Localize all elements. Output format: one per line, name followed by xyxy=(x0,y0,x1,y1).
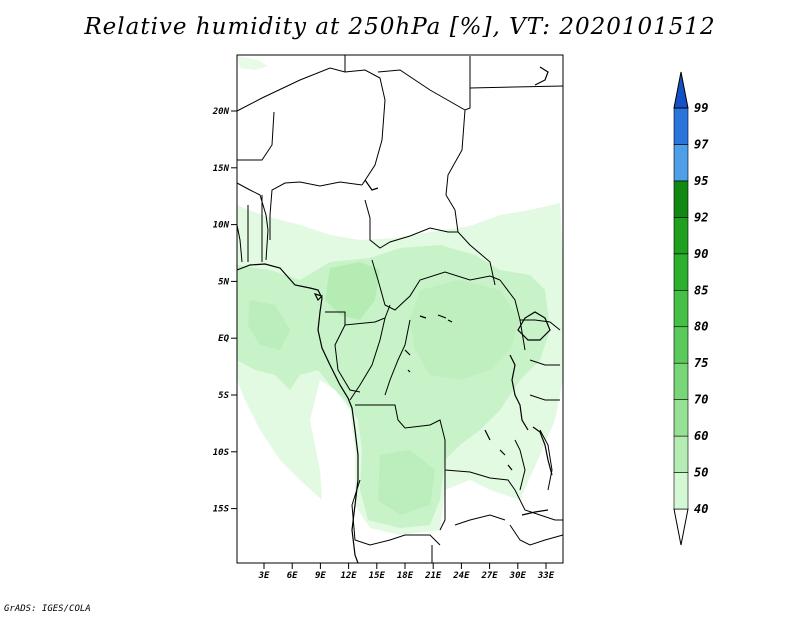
lon-label: 21E xyxy=(424,571,442,581)
lat-label: 15N xyxy=(213,164,230,174)
lat-label: 10N xyxy=(213,221,230,231)
lon-label: 12E xyxy=(340,571,357,581)
colorbar-label: 70 xyxy=(694,393,708,407)
lon-label: 33E xyxy=(537,571,555,581)
colorbar-label: 97 xyxy=(694,137,709,151)
colorbar-segment xyxy=(673,144,689,182)
colorbar-upper-arrow xyxy=(673,71,689,109)
map-title: Relative humidity at 250hPa [%], VT: 202… xyxy=(84,14,716,40)
lon-label: 30E xyxy=(509,571,527,581)
lat-label: EQ xyxy=(218,334,229,344)
lon-label: 6E xyxy=(287,571,298,581)
lat-label: 20N xyxy=(212,107,230,117)
colorbar-segment xyxy=(673,253,689,291)
longitude-axis: 3E 6E 9E 12E 15E 18E 21E 24E 27E 30E 33E xyxy=(258,563,555,581)
lon-label: 15E xyxy=(369,571,386,581)
lon-label: 3E xyxy=(258,571,270,581)
colorbar-segment xyxy=(673,289,689,328)
latitude-axis: 20N 15N 10N 5N EQ 5S 10S 15S xyxy=(212,107,237,515)
colorbar-segment xyxy=(673,399,689,437)
colorbar-label: 40 xyxy=(694,502,708,516)
lat-label: 15S xyxy=(213,505,230,515)
colorbar-label: 85 xyxy=(694,283,708,297)
colorbar-label: 92 xyxy=(694,210,708,224)
colorbar-segment xyxy=(673,326,689,364)
grads-credit: GrADS: IGES/COLA xyxy=(4,604,91,614)
lat-label: 5N xyxy=(218,277,229,287)
map-frame xyxy=(236,54,564,564)
colorbar-segment xyxy=(673,435,689,473)
colorbar-label: 60 xyxy=(694,429,708,443)
humidity-shading xyxy=(237,56,563,535)
colorbar-lower-arrow xyxy=(673,508,689,546)
colorbar-segment xyxy=(673,180,689,218)
colorbar-segment xyxy=(673,362,689,400)
colorbar-label: 99 xyxy=(694,101,708,115)
colorbar-segment xyxy=(673,217,689,255)
country-borders xyxy=(236,55,564,563)
coastlines xyxy=(236,66,553,564)
lat-label: 10S xyxy=(213,448,230,458)
colorbar: 40 50 60 70 75 80 85 90 92 95 97 99 xyxy=(673,71,709,546)
colorbar-label: 75 xyxy=(694,356,708,370)
colorbar-label: 50 xyxy=(694,466,708,480)
colorbar-label: 80 xyxy=(694,320,708,334)
lon-label: 9E xyxy=(315,571,326,581)
lon-label: 24E xyxy=(452,571,470,581)
colorbar-segment xyxy=(673,107,689,145)
colorbar-label: 90 xyxy=(694,247,708,261)
colorbar-segment xyxy=(673,472,689,510)
lat-label: 5S xyxy=(218,391,229,401)
lon-label: 27E xyxy=(480,571,498,581)
lon-label: 18E xyxy=(397,571,414,581)
colorbar-label: 95 xyxy=(694,174,708,188)
